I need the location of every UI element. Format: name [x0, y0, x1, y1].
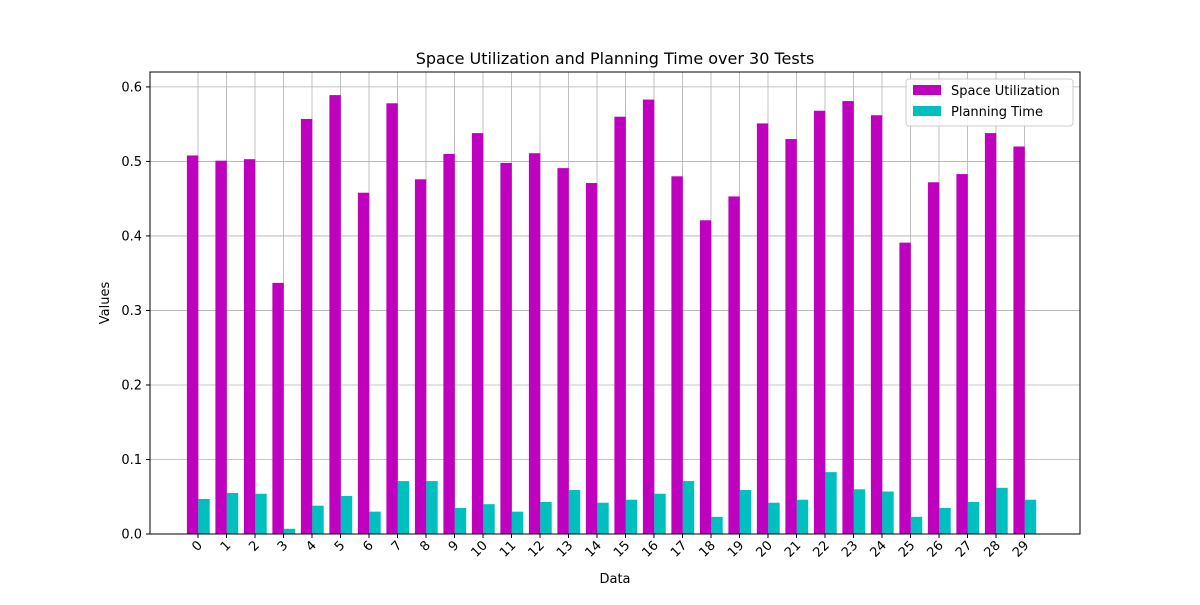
bar-planning-time-8 [426, 481, 438, 534]
bar-space-utilization-16 [642, 99, 655, 534]
bar-space-utilization-12 [528, 153, 541, 534]
bar-space-utilization-23 [842, 101, 854, 535]
bar-planning-time-9 [454, 507, 467, 534]
bar-planning-time-4 [312, 505, 324, 534]
y-tick-label: 0.2 [121, 378, 142, 393]
bar-planning-time-0 [198, 498, 210, 534]
bar-planning-time-18 [711, 516, 723, 534]
bar-planning-time-5 [340, 495, 353, 534]
bar-planning-time-3 [283, 528, 296, 534]
bar-planning-time-2 [255, 493, 267, 534]
bar-planning-time-20 [768, 502, 780, 534]
bar-space-utilization-0 [186, 155, 199, 534]
bar-space-utilization-11 [500, 162, 512, 535]
y-tick-label: 0.5 [121, 155, 142, 170]
bar-space-utilization-18 [699, 220, 712, 534]
bar-planning-time-22 [825, 472, 837, 534]
bar-space-utilization-8 [414, 179, 427, 534]
bar-planning-time-29 [1024, 499, 1037, 534]
bar-space-utilization-7 [386, 103, 398, 534]
bar-planning-time-25 [910, 516, 923, 534]
y-tick-label: 0.6 [121, 80, 142, 95]
chart-title: Space Utilization and Planning Time over… [416, 49, 815, 68]
bar-planning-time-24 [882, 491, 894, 534]
bar-space-utilization-22 [813, 110, 826, 535]
bar-planning-time-16 [654, 493, 666, 534]
y-tick-label: 0.0 [121, 528, 142, 543]
bar-planning-time-15 [625, 499, 638, 534]
bar-space-utilization-14 [585, 183, 598, 534]
legend-swatch [913, 106, 941, 116]
bar-space-utilization-19 [728, 196, 740, 534]
bar-planning-time-21 [796, 499, 809, 534]
plot-frame [149, 71, 1081, 535]
legend-box [905, 78, 1074, 127]
bar-planning-time-28 [996, 487, 1008, 534]
bar-planning-time-14 [597, 502, 609, 534]
bar-space-utilization-13 [557, 168, 569, 535]
bar-space-utilization-24 [870, 115, 883, 534]
bar-space-utilization-6 [357, 192, 370, 534]
y-tick-label: 0.3 [121, 304, 142, 319]
bar-planning-time-26 [939, 507, 951, 534]
legend-label: Space Utilization [951, 84, 1060, 99]
bar-space-utilization-9 [443, 153, 455, 534]
bar-space-utilization-3 [272, 282, 284, 534]
bar-space-utilization-10 [471, 133, 484, 535]
bar-planning-time-12 [540, 501, 552, 534]
bar-planning-time-13 [568, 490, 581, 534]
bar-space-utilization-4 [300, 118, 313, 534]
bar-space-utilization-20 [756, 123, 769, 534]
bar-planning-time-23 [853, 489, 866, 534]
bar-space-utilization-2 [243, 159, 256, 534]
bar-planning-time-19 [739, 490, 752, 534]
y-tick-label: 0.1 [121, 453, 142, 468]
bar-planning-time-17 [682, 481, 695, 534]
bar-planning-time-6 [369, 511, 381, 534]
legend: Space Utilization Planning Time [905, 78, 1074, 127]
bar-space-utilization-21 [785, 139, 797, 534]
bar-space-utilization-1 [215, 160, 227, 534]
bar-space-utilization-29 [1013, 146, 1025, 535]
y-tick-label: 0.4 [121, 229, 142, 244]
bar-space-utilization-15 [614, 116, 626, 534]
x-axis-label: Data [599, 572, 630, 587]
bar-planning-time-10 [483, 504, 495, 534]
bar-space-utilization-25 [899, 242, 911, 534]
bar-planning-time-1 [226, 493, 239, 534]
bar-space-utilization-27 [956, 174, 968, 534]
y-axis-label: Values [98, 282, 113, 325]
bar-planning-time-11 [511, 511, 524, 534]
bar-space-utilization-28 [984, 133, 997, 535]
bar-planning-time-7 [397, 481, 410, 534]
legend-label: Planning Time [951, 105, 1043, 120]
bars [186, 95, 1037, 535]
bar-planning-time-27 [967, 501, 980, 534]
legend-swatch [913, 85, 941, 95]
bar-space-utilization-26 [927, 182, 940, 534]
bar-space-utilization-17 [671, 176, 683, 535]
bar-space-utilization-5 [329, 95, 341, 534]
